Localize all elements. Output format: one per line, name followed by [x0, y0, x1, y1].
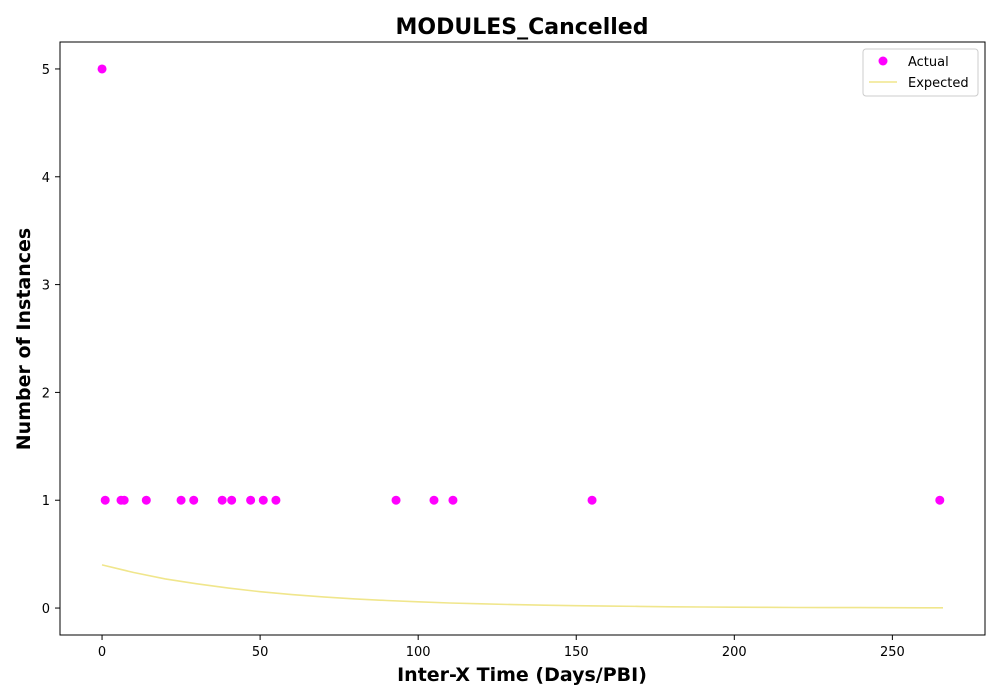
legend-marker-actual	[878, 56, 888, 66]
actual-point	[189, 495, 199, 505]
actual-point	[217, 495, 227, 505]
legend-label: Actual	[908, 55, 949, 70]
actual-point	[246, 495, 256, 505]
x-tick-label: 50	[252, 645, 269, 660]
x-tick-label: 250	[880, 645, 905, 660]
actual-point	[141, 495, 151, 505]
y-tick-label: 1	[42, 494, 50, 509]
actual-point	[448, 495, 458, 505]
actual-point	[176, 495, 186, 505]
actual-point	[258, 495, 268, 505]
y-tick-label: 4	[42, 171, 50, 186]
y-tick-label: 0	[42, 602, 50, 617]
actual-point	[227, 495, 237, 505]
chart-title: MODULES_Cancelled	[396, 15, 649, 40]
y-axis-label: Number of Instances	[13, 228, 35, 450]
axes-frame	[59, 41, 986, 636]
plot-area: 0 50 100 150 200 250 0 1 2 3 4 5	[42, 41, 986, 660]
x-tick-label: 200	[722, 645, 747, 660]
x-tick-label: 0	[98, 645, 106, 660]
actual-point	[935, 495, 945, 505]
actual-point	[271, 495, 281, 505]
actual-point	[429, 495, 439, 505]
actual-point	[119, 495, 129, 505]
actual-point	[587, 495, 597, 505]
actual-point	[97, 64, 107, 74]
expected-line	[101, 564, 943, 609]
x-tick-label: 100	[406, 645, 431, 660]
actual-point	[391, 495, 401, 505]
y-tick-label: 5	[42, 63, 50, 78]
y-tick-label: 2	[42, 386, 50, 401]
legend: Actual Expected	[862, 48, 979, 97]
actual-point	[100, 495, 110, 505]
x-axis-label: Inter-X Time (Days/PBI)	[397, 664, 647, 686]
x-tick-label: 150	[564, 645, 589, 660]
y-tick-label: 3	[42, 279, 50, 294]
legend-label: Expected	[908, 76, 969, 91]
legend-box	[862, 48, 979, 97]
